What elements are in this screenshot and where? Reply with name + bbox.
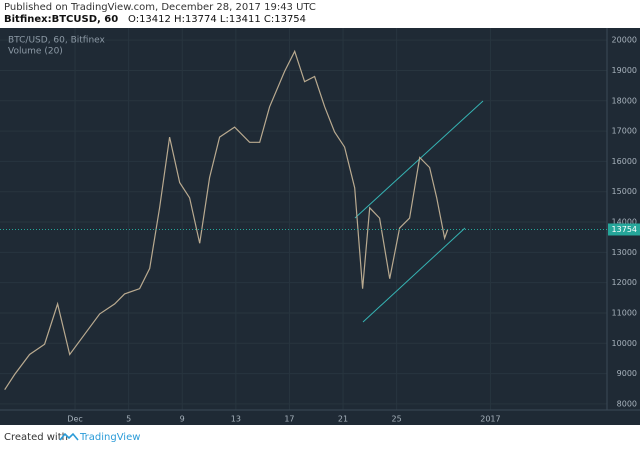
y-tick-label: 19000 <box>612 66 637 75</box>
x-tick-label: 2017 <box>480 415 500 424</box>
ohlc: O:13412 H:13774 L:13411 C:13754 <box>128 14 306 25</box>
study-label: Volume (20) <box>8 47 63 57</box>
y-tick-label: 15000 <box>612 187 637 196</box>
y-tick-label: 13000 <box>612 248 637 257</box>
x-tick-label: Dec <box>67 415 82 424</box>
created-with: Created with <box>4 432 68 443</box>
x-tick-label: 21 <box>338 415 348 424</box>
y-tick-label: 17000 <box>612 127 637 136</box>
y-tick-label: 20000 <box>612 36 637 45</box>
symbol: Bitfinex:BTCUSD, 60 <box>4 14 118 25</box>
brand-icon <box>59 432 79 441</box>
last-price-label: 13754 <box>612 225 637 234</box>
y-tick-label: 11000 <box>612 308 637 317</box>
brand[interactable]: TradingView <box>79 432 140 443</box>
x-tick-label: 5 <box>126 415 131 424</box>
x-tick-label: 17 <box>284 415 294 424</box>
x-tick-label: 13 <box>231 415 241 424</box>
y-tick-label: 16000 <box>612 157 637 166</box>
y-tick-label: 9000 <box>617 369 637 378</box>
price-line <box>4 49 449 391</box>
y-tick-label: 18000 <box>612 96 637 105</box>
x-tick-label: 9 <box>180 415 185 424</box>
y-tick-label: 14000 <box>612 218 637 227</box>
chart-background <box>0 28 640 425</box>
published-note: Published on TradingView.com, December 2… <box>4 2 316 13</box>
x-tick-label: 25 <box>392 415 402 424</box>
chart-title: BTC/USD, 60, Bitfinex <box>8 36 106 46</box>
last-price-box <box>608 223 640 236</box>
y-tick-label: 12000 <box>612 278 637 287</box>
y-tick-label: 10000 <box>612 339 637 348</box>
channel-lower <box>362 227 466 323</box>
y-tick-label: 8000 <box>617 399 637 408</box>
